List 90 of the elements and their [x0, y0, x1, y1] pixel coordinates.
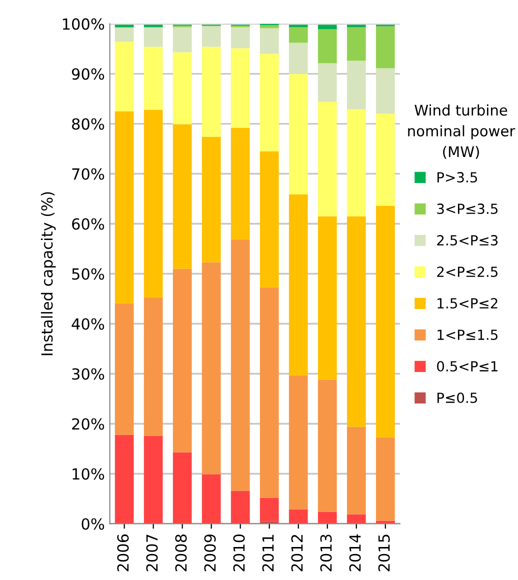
- legend-label: P≤0.5: [437, 392, 478, 404]
- x-tick-label: 2011: [262, 534, 274, 572]
- bar: [318, 63, 337, 102]
- legend-label: 2.5<P≤3: [437, 235, 498, 246]
- bar: [114, 303, 134, 435]
- bar: [318, 29, 337, 64]
- x-tick-label: 2012: [291, 534, 303, 572]
- x-tick-label: 2014: [349, 534, 361, 572]
- bar: [230, 490, 250, 524]
- bar: [288, 375, 308, 510]
- bar: [260, 28, 279, 54]
- bar: [202, 46, 221, 137]
- bar: [114, 42, 134, 112]
- bar: [144, 436, 163, 524]
- x-tick-label: 2008: [175, 534, 187, 572]
- bar: [288, 74, 308, 194]
- x-tick-label: 2015: [378, 534, 390, 572]
- y-tick-label: 90%: [72, 68, 104, 80]
- x-tick-label: 2013: [320, 534, 332, 572]
- y-tick-label: 100%: [62, 18, 104, 30]
- legend-label: 1.5<P≤2: [438, 298, 498, 309]
- bar: [144, 297, 163, 436]
- y-axis-title: Installed capacity (%): [40, 192, 56, 356]
- y-tick-label: 70%: [72, 168, 104, 180]
- bar: [144, 27, 163, 47]
- y-tick-label: 10%: [72, 468, 104, 480]
- bar: [346, 109, 366, 216]
- bar: [288, 42, 308, 74]
- bar: [114, 434, 134, 524]
- bar: [376, 114, 395, 206]
- bar: [230, 239, 250, 491]
- bar: [346, 27, 366, 61]
- bar: [260, 498, 279, 522]
- bar: [172, 268, 192, 452]
- bar: [260, 151, 279, 288]
- legend-title: Wind turbine nominal power (MW): [408, 104, 516, 159]
- x-tick-label: 2009: [204, 534, 216, 572]
- bar: [318, 216, 337, 380]
- x-tick-label: 2007: [146, 534, 158, 572]
- x-tick-label: 2010: [233, 534, 245, 572]
- bar: [318, 102, 337, 216]
- bar: [144, 110, 163, 298]
- bar: [230, 27, 250, 48]
- bar: [202, 474, 221, 524]
- y-tick-label: 50%: [72, 268, 104, 280]
- y-tick-label: 0%: [82, 518, 104, 530]
- bar: [260, 54, 279, 152]
- bar: [172, 124, 192, 269]
- bar: [288, 27, 308, 43]
- bar: [346, 514, 366, 524]
- bar: [202, 136, 221, 262]
- bar: [230, 48, 250, 128]
- bar: [318, 380, 337, 512]
- bar: [376, 437, 395, 521]
- bar: [114, 111, 134, 304]
- legend-label: 2<P≤2.5: [437, 266, 498, 278]
- bar: [288, 24, 308, 28]
- bar: [114, 28, 134, 42]
- y-tick-label: 20%: [72, 418, 104, 430]
- bar: [376, 26, 395, 68]
- bar: [144, 24, 163, 28]
- bar: [346, 426, 366, 514]
- bar: [114, 24, 134, 28]
- x-tick-label: 2006: [117, 534, 129, 572]
- legend-label: P>3.5: [437, 172, 478, 183]
- bar: [376, 206, 395, 438]
- y-tick-label: 60%: [72, 218, 104, 230]
- bar: [318, 24, 337, 30]
- bar: [346, 24, 366, 28]
- bar: [288, 194, 308, 376]
- bar: [172, 27, 192, 52]
- bar: [230, 128, 250, 240]
- bar: [318, 512, 337, 524]
- bar: [202, 26, 221, 47]
- bar: [260, 25, 279, 28]
- bar: [144, 46, 163, 110]
- bar: [346, 216, 366, 427]
- bar: [260, 287, 279, 498]
- bar: [376, 68, 395, 114]
- y-tick-label: 40%: [72, 318, 104, 330]
- y-tick-label: 30%: [72, 368, 104, 380]
- bar: [288, 509, 308, 524]
- legend-label: 1<P≤1.5: [438, 330, 498, 340]
- legend-label: 3<P≤3.5: [437, 204, 498, 214]
- y-tick-label: 80%: [72, 118, 104, 130]
- bar: [172, 452, 192, 524]
- bar: [202, 262, 221, 474]
- bar: [172, 52, 192, 124]
- bar: [346, 60, 366, 110]
- legend-label: 0.5<P≤1: [437, 361, 498, 372]
